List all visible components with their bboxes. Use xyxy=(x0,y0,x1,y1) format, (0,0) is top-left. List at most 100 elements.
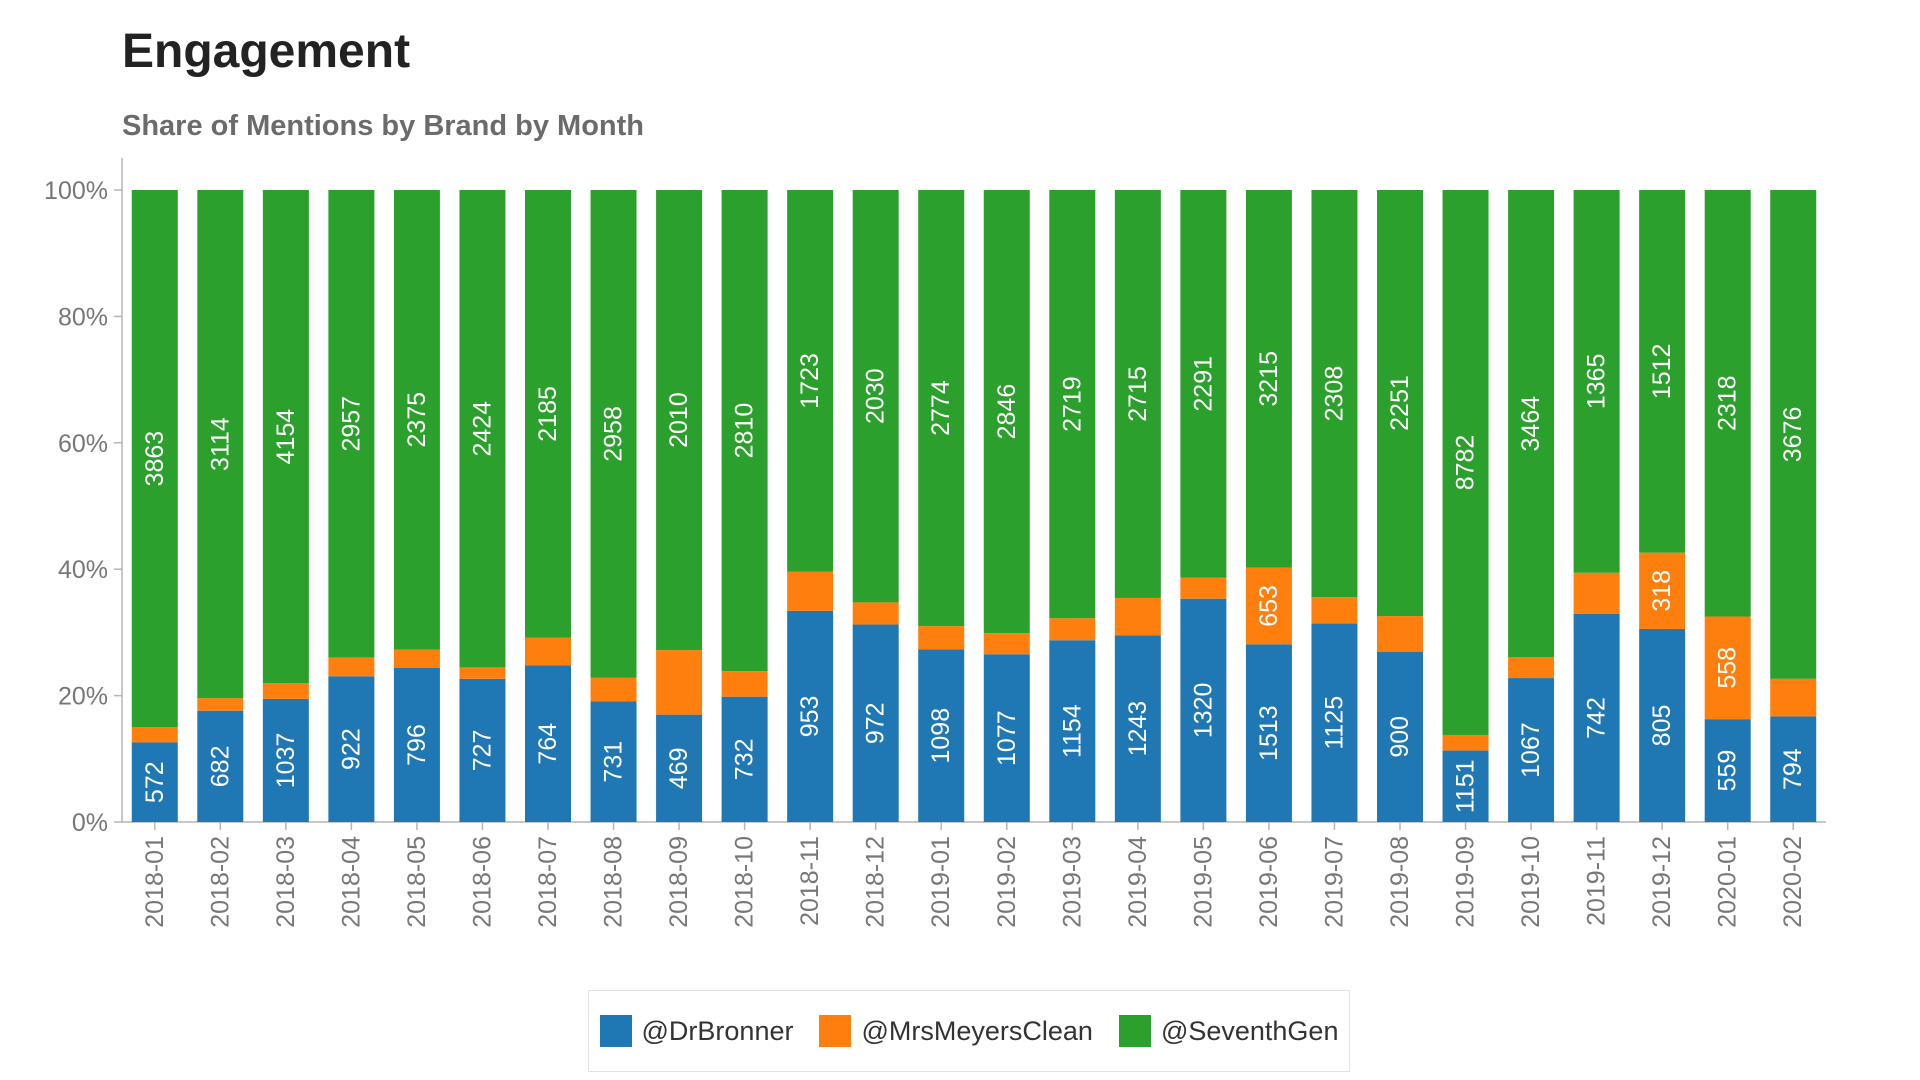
bar-segment xyxy=(1770,190,1817,679)
x-tick-label: 2020-01 xyxy=(1714,836,1742,928)
data-label: 558 xyxy=(1714,647,1742,689)
bar-segment xyxy=(1114,635,1161,822)
bar-segment xyxy=(262,698,309,822)
y-tick-label: 60% xyxy=(58,430,108,458)
bar-segment xyxy=(1377,190,1423,617)
bar-segment xyxy=(1311,597,1358,624)
x-tick-label: 2019-06 xyxy=(1255,836,1283,928)
bar-segment xyxy=(197,710,244,822)
data-label: 2010 xyxy=(665,392,693,448)
x-tick-label: 2019-03 xyxy=(1058,836,1086,928)
x-tick-label: 2018-10 xyxy=(731,836,759,928)
bar-segment xyxy=(721,671,768,697)
bar-segment xyxy=(1704,719,1751,822)
data-label: 3215 xyxy=(1255,351,1283,407)
bar-segment xyxy=(1639,628,1686,822)
legend-item: @SeventhGen xyxy=(1118,1015,1339,1047)
x-tick-label: 2018-01 xyxy=(141,836,169,928)
x-tick-label: 2018-11 xyxy=(796,836,824,926)
y-tick-label: 80% xyxy=(58,303,108,331)
data-label: 2810 xyxy=(731,403,759,459)
bar-segment xyxy=(459,190,506,668)
data-label: 794 xyxy=(1779,748,1807,790)
bar-segment xyxy=(131,742,178,822)
data-label: 572 xyxy=(141,761,169,803)
bar-segment xyxy=(852,602,899,625)
legend-label: @SeventhGen xyxy=(1160,1015,1339,1046)
bar-segment xyxy=(1180,190,1227,578)
chart-subtitle: Share of Mentions by Brand by Month xyxy=(122,110,645,142)
data-label: 1098 xyxy=(927,708,955,764)
bar-segment xyxy=(1377,616,1423,652)
bar-segment xyxy=(328,190,375,658)
bar-segment xyxy=(590,677,637,702)
data-label: 922 xyxy=(337,728,365,770)
bar-segment xyxy=(983,190,1030,634)
data-label: 1320 xyxy=(1189,683,1217,739)
bar-segment xyxy=(525,190,571,638)
data-label: 2846 xyxy=(993,384,1021,440)
bar-segment xyxy=(656,714,703,822)
bar-segment xyxy=(1377,651,1423,822)
bar-segment xyxy=(1704,190,1751,617)
bar-segment xyxy=(197,698,244,711)
x-tick-label: 2019-10 xyxy=(1517,836,1545,928)
legend-item: @MrsMeyersClean xyxy=(819,1015,1093,1047)
data-label: 682 xyxy=(206,745,234,787)
y-tick-label: 100% xyxy=(44,177,108,205)
bar-segment xyxy=(1114,190,1161,598)
data-label: 742 xyxy=(1583,697,1611,739)
bar-segment xyxy=(393,190,440,650)
data-label: 318 xyxy=(1648,570,1676,612)
legend-swatch xyxy=(599,1015,632,1047)
data-label: 1151 xyxy=(1452,759,1480,813)
data-label: 559 xyxy=(1714,750,1742,792)
bar-segment xyxy=(1508,190,1555,658)
bar-segment xyxy=(1770,716,1817,822)
bar-segment xyxy=(787,190,834,572)
data-label: 3676 xyxy=(1779,407,1807,463)
bar-segment xyxy=(525,637,571,666)
x-tick-label: 2018-12 xyxy=(862,836,890,928)
data-label: 727 xyxy=(468,730,496,772)
x-tick-label: 2019-07 xyxy=(1320,836,1348,928)
data-label: 2318 xyxy=(1714,375,1742,431)
y-tick-label: 20% xyxy=(58,683,108,711)
x-tick-label: 2018-08 xyxy=(600,836,628,928)
x-tick-label: 2018-06 xyxy=(468,836,496,928)
bar-segment xyxy=(1180,598,1227,822)
x-tick-label: 2018-04 xyxy=(337,836,365,928)
x-tick-label: 2020-02 xyxy=(1779,836,1807,928)
bar-segment xyxy=(1639,190,1686,553)
x-tick-label: 2018-07 xyxy=(534,836,562,928)
bar-segment xyxy=(328,657,375,677)
bar-segment xyxy=(852,190,899,603)
bar-segment xyxy=(590,701,637,822)
bar-segment xyxy=(1049,640,1096,822)
data-label: 1723 xyxy=(796,353,824,409)
data-label: 469 xyxy=(665,747,693,789)
page-title: Engagement xyxy=(122,25,411,78)
data-label: 1154 xyxy=(1058,704,1086,758)
bar-segment xyxy=(1442,190,1489,735)
data-label: 3114 xyxy=(206,417,234,471)
bar-segment xyxy=(1573,613,1620,822)
x-tick-label: 2019-04 xyxy=(1124,836,1152,928)
data-label: 1513 xyxy=(1255,705,1283,761)
bar-segment xyxy=(1180,577,1227,599)
stacked-bar-chart: 0% 20% 40% 60% 80% 100% 572 3863 2018-01 682 3114 2… xyxy=(44,158,1826,928)
data-label: 3464 xyxy=(1517,396,1545,452)
data-label: 2774 xyxy=(927,380,955,436)
x-tick-label: 2018-09 xyxy=(665,836,693,928)
y-tick-label: 40% xyxy=(58,556,108,584)
bar-segment xyxy=(918,626,965,650)
data-label: 653 xyxy=(1255,585,1283,627)
legend-label: @MrsMeyersClean xyxy=(861,1015,1093,1046)
bar-segment xyxy=(1508,678,1555,822)
data-label: 2291 xyxy=(1189,356,1217,412)
bar-segment xyxy=(328,676,375,822)
data-label: 972 xyxy=(862,702,890,744)
legend-swatch xyxy=(819,1015,852,1047)
bar-segment xyxy=(1508,657,1555,679)
bar-segment xyxy=(721,696,768,822)
